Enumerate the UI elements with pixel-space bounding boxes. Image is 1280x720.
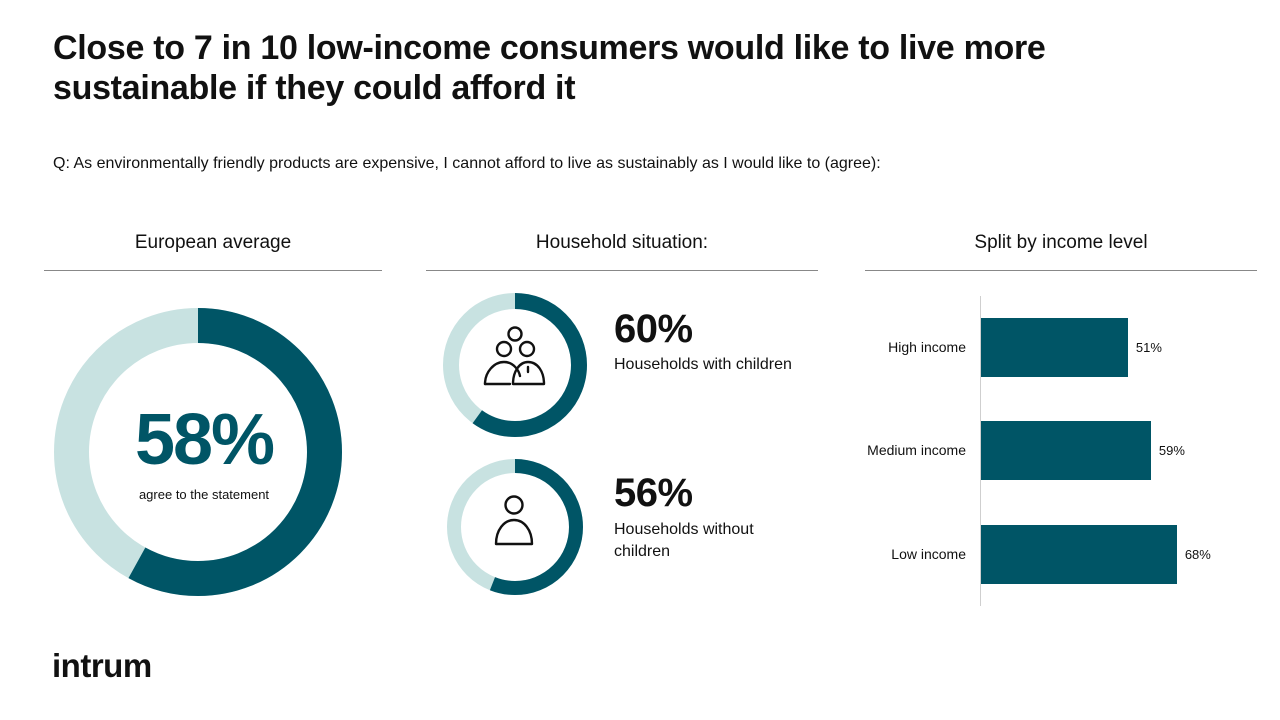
households-without-children-value: 56% [614,471,693,515]
income-bar-axis [980,296,981,606]
bar-medium-income [981,421,1151,480]
bar-category-medium-income: Medium income [867,442,966,458]
bar-value-high-income: 51% [1135,340,1162,355]
family-icon [483,326,546,386]
households-with-children-value: 60% [614,307,693,351]
european-average-arc [54,308,342,596]
bar-category-low-income: Low income [891,546,966,562]
household-situation-heading: Household situation: [535,232,709,253]
bar-value-low-income: 68% [1184,547,1211,562]
income-level-divider [865,270,1257,271]
income-level-heading: Split by income level [974,232,1148,253]
european-average-donut [54,308,342,596]
european-average-heading: European average [134,232,292,253]
european-average-divider [44,270,382,271]
european-average-caption: agree to the statement [138,487,270,502]
households-with-children-label: Households with children [614,356,792,373]
households-without-children-arc [447,459,583,595]
person-icon [494,495,534,546]
bar-low-income [981,525,1177,584]
page-title: Close to 7 in 10 low-income consumers wo… [53,29,1046,107]
bar-category-high-income: High income [888,339,966,355]
bar-value-medium-income: 59% [1158,443,1185,458]
bar-high-income [981,318,1128,377]
european-average-value: 58% [134,400,275,480]
households-with-children-arc [443,293,587,437]
households-without-children-label: Households without children [614,521,754,560]
intrum-logo: intrum [52,647,152,684]
households-without-children-donut [447,459,583,595]
survey-question: Q: As environmentally friendly products … [53,155,881,172]
household-situation-divider [426,270,818,271]
households-with-children-donut [443,293,587,437]
